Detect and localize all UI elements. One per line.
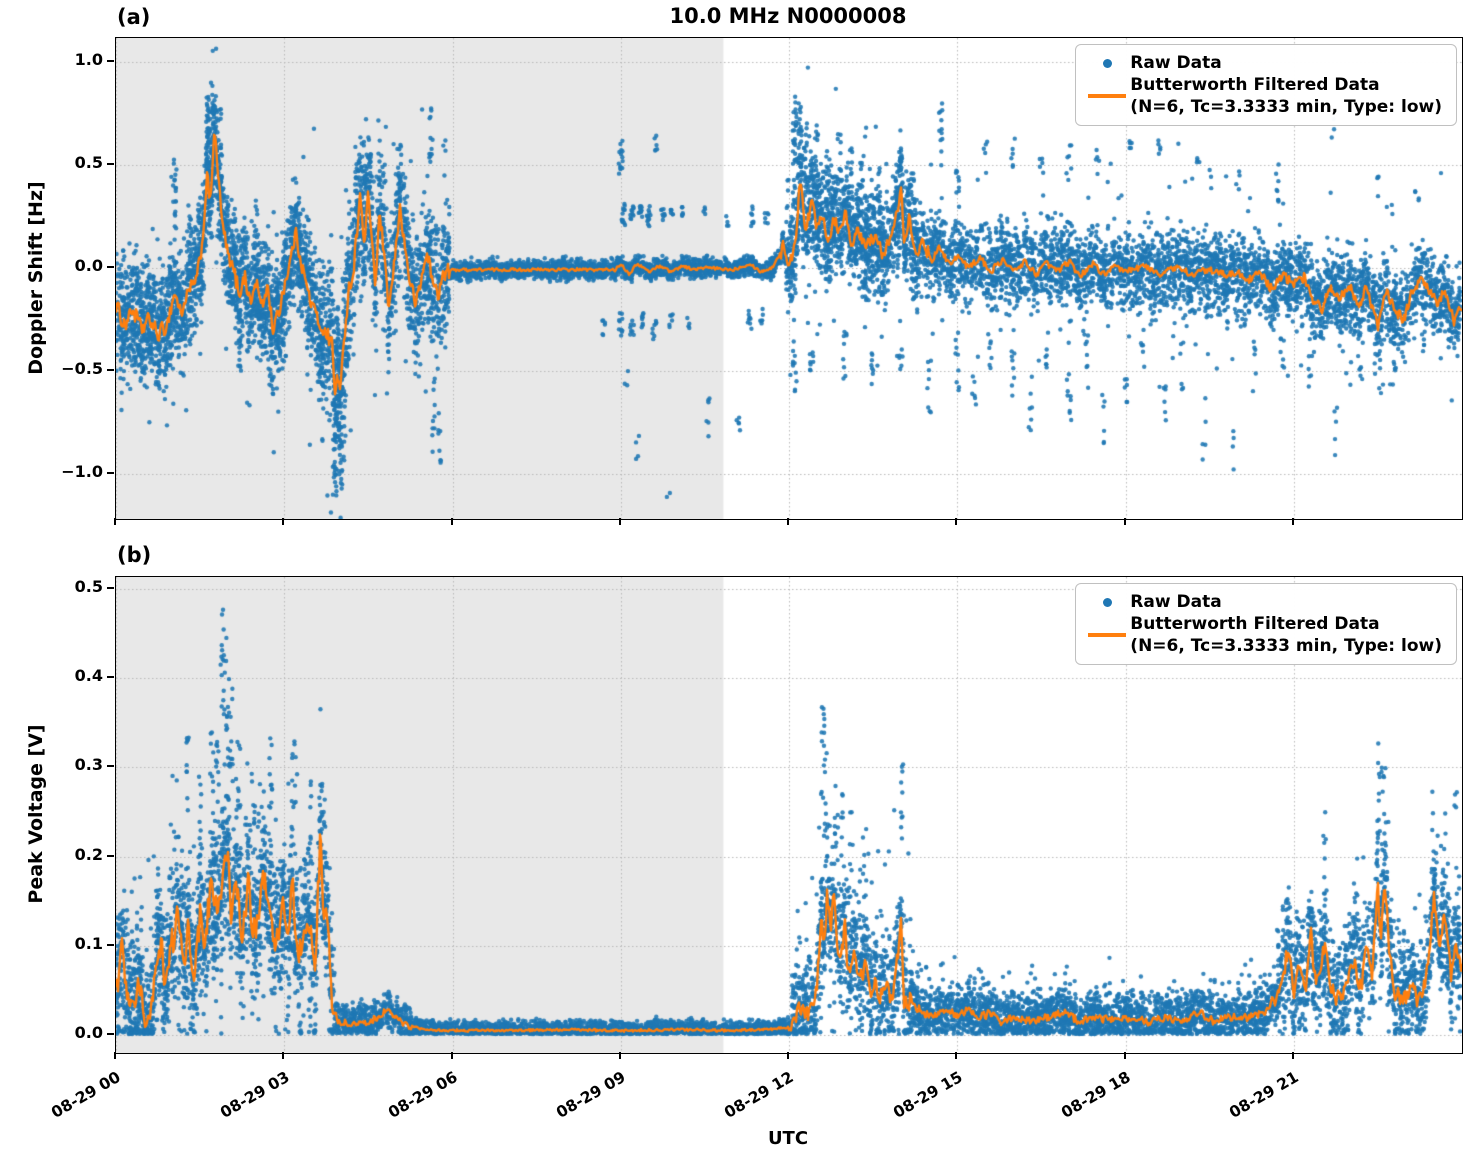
panel-a-plot: Raw Data Butterworth Filtered Data (N=6,… — [61, 37, 1463, 525]
x-tick-label: 08-29 09 — [553, 1068, 629, 1122]
x-tick-label: 08-29 12 — [721, 1068, 797, 1122]
filtered-line-marker-icon — [1084, 94, 1130, 98]
x-tick-mark — [114, 518, 116, 525]
y-tick-mark — [107, 471, 114, 474]
y-tick-label: 1.0 — [74, 49, 103, 69]
x-tick-mark — [955, 518, 958, 525]
x-tick-mark — [787, 518, 789, 525]
y-tick-mark — [107, 265, 114, 268]
raw-data-label: Raw Data — [1130, 53, 1222, 73]
filtered-line-marker-icon — [1084, 633, 1130, 637]
filtered-label-line1: Butterworth Filtered Data — [1130, 614, 1380, 635]
x-tick-mark — [282, 1052, 285, 1059]
panel-b-label: (b) — [117, 543, 152, 567]
y-tick-mark — [107, 59, 114, 62]
panel-a-y-axis-label: Doppler Shift [Hz] — [25, 181, 47, 375]
y-tick-label: 0.5 — [74, 152, 103, 172]
y-tick-label: 0.2 — [74, 844, 103, 864]
x-tick-mark — [1123, 1052, 1126, 1059]
x-tick-mark — [450, 1052, 453, 1059]
legend-filtered-entry: Butterworth Filtered Data (N=6, Tc=3.333… — [1084, 74, 1442, 118]
y-tick-label: 0.4 — [74, 666, 103, 686]
y-tick-mark — [107, 676, 114, 679]
filtered-label-line1: Butterworth Filtered Data — [1130, 75, 1380, 96]
x-tick-mark — [114, 1052, 116, 1059]
y-tick-mark — [107, 162, 114, 165]
x-tick-mark — [450, 518, 453, 525]
y-tick-label: −0.5 — [61, 358, 103, 378]
x-tick-mark — [1123, 518, 1126, 525]
raw-data-marker-icon — [1084, 58, 1130, 68]
y-tick-mark — [107, 854, 114, 857]
panel-a-legend: Raw Data Butterworth Filtered Data (N=6,… — [1075, 44, 1457, 127]
x-tick-mark — [618, 1052, 621, 1059]
panel-b-legend: Raw Data Butterworth Filtered Data (N=6,… — [1075, 583, 1457, 666]
x-tick-mark — [618, 518, 621, 525]
filtered-label-line2: (N=6, Tc=3.3333 min, Type: low) — [1130, 97, 1442, 118]
y-tick-mark — [107, 368, 114, 371]
x-tick-label: 08-29 21 — [1226, 1068, 1302, 1122]
x-axis-label: UTC — [767, 1128, 809, 1149]
x-tick-label: 08-29 06 — [385, 1068, 461, 1122]
y-tick-label: 0.3 — [74, 755, 103, 775]
x-tick-mark — [787, 1052, 789, 1059]
y-tick-mark — [107, 943, 114, 946]
filtered-label: Butterworth Filtered Data (N=6, Tc=3.333… — [1130, 74, 1442, 118]
x-tick-label: 08-29 00 — [48, 1068, 124, 1122]
panel-b-plot: Raw Data Butterworth Filtered Data (N=6,… — [49, 576, 1463, 1122]
y-tick-mark — [107, 1032, 114, 1035]
panel-a-label: (a) — [117, 5, 151, 29]
x-tick-mark — [1291, 1052, 1294, 1059]
y-tick-label: 0.0 — [74, 1022, 103, 1042]
y-tick-label: 0.0 — [74, 255, 103, 275]
legend-raw-data-entry: Raw Data — [1084, 52, 1442, 74]
y-tick-mark — [107, 765, 114, 768]
x-tick-label: 08-29 15 — [889, 1068, 966, 1122]
legend-raw-data-entry: Raw Data — [1084, 591, 1442, 613]
figure-title: 10.0 MHz N0000008 — [669, 4, 907, 28]
x-tick-mark — [282, 518, 285, 525]
filtered-label-line2: (N=6, Tc=3.3333 min, Type: low) — [1130, 636, 1442, 657]
x-tick-label: 08-29 03 — [216, 1068, 293, 1122]
legend-filtered-entry: Butterworth Filtered Data (N=6, Tc=3.333… — [1084, 613, 1442, 657]
y-tick-label: 0.5 — [74, 577, 103, 597]
raw-data-marker-icon — [1084, 597, 1130, 607]
y-tick-label: 0.1 — [74, 933, 103, 953]
x-tick-label: 08-29 18 — [1058, 1068, 1134, 1122]
y-tick-label: −1.0 — [61, 461, 103, 481]
y-tick-mark — [107, 587, 114, 590]
panel-b-y-axis-label: Peak Voltage [V] — [25, 724, 47, 904]
x-tick-mark — [955, 1052, 958, 1059]
filtered-label: Butterworth Filtered Data (N=6, Tc=3.333… — [1130, 613, 1442, 657]
raw-data-label: Raw Data — [1130, 592, 1222, 612]
x-tick-mark — [1291, 518, 1294, 525]
